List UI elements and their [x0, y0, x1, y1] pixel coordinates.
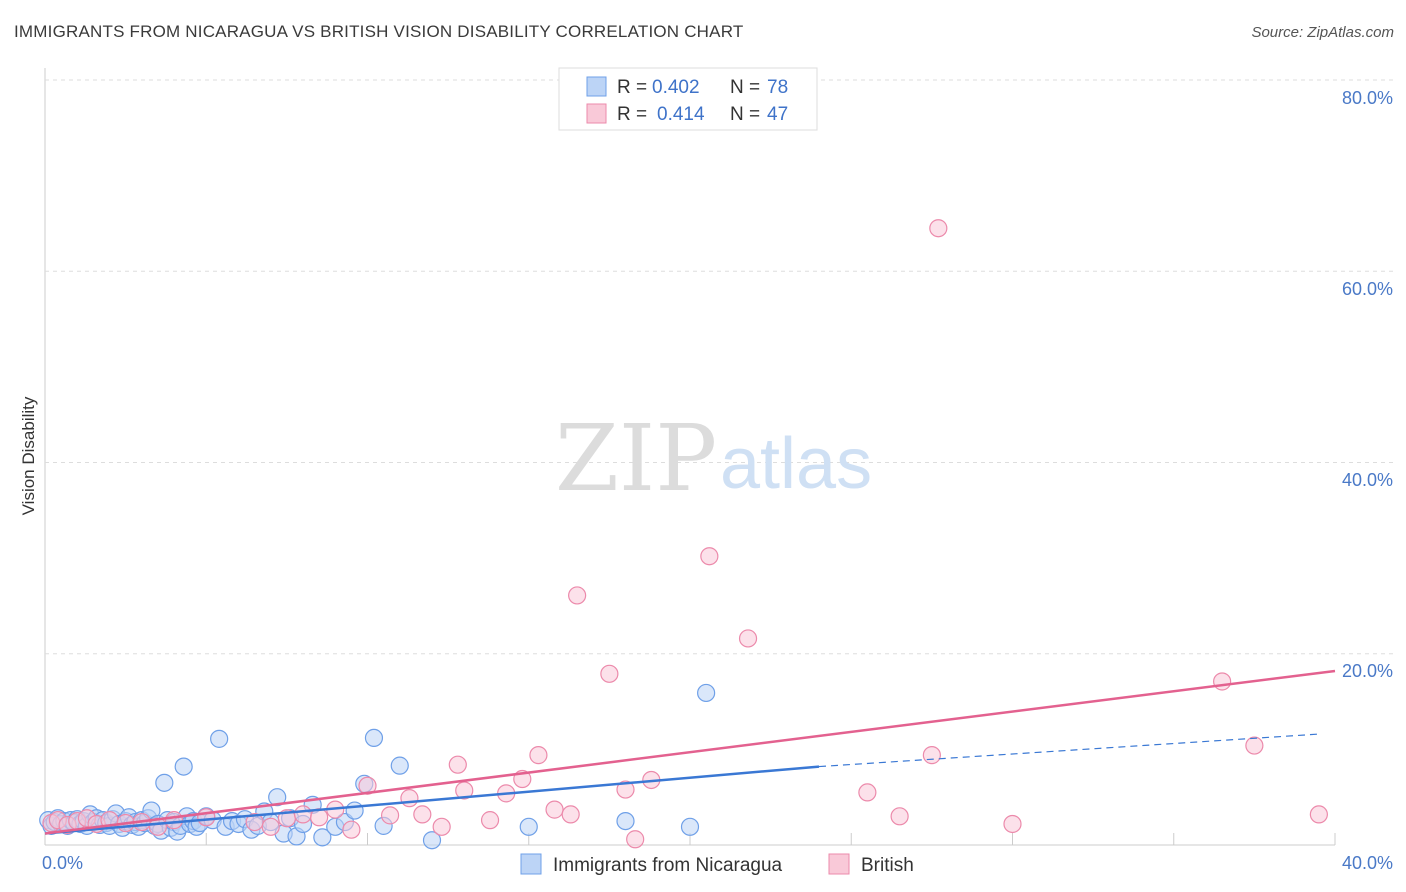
point-nicaragua-72: [390, 756, 409, 775]
x-minor-ticks: [44, 833, 1336, 845]
point-british-30: [545, 800, 564, 819]
point-british-39: [858, 783, 877, 802]
point-british-40: [890, 807, 909, 826]
point-british-13: [261, 817, 280, 836]
legend-r-value-british: 0.414: [657, 104, 705, 125]
point-british-24: [448, 755, 467, 774]
point-nicaragua-70: [364, 728, 384, 748]
chart-source: Source: ZipAtlas.com: [1251, 24, 1394, 41]
trend-line-british: [44, 669, 1336, 835]
point-british-42: [929, 219, 948, 238]
y-tick-label-80: 80.0%: [1342, 88, 1393, 108]
trend-line-nicaragua-extension: [818, 733, 1319, 768]
trend-lines: [44, 669, 1336, 835]
y-tick-label-60: 60.0%: [1342, 279, 1393, 299]
point-british-32: [568, 586, 587, 605]
legend-swatch-british: [586, 103, 607, 124]
point-nicaragua-59: [268, 788, 287, 807]
point-british-33: [600, 664, 619, 683]
point-nicaragua-42: [174, 757, 193, 776]
point-british-10: [164, 811, 184, 830]
point-british-34: [616, 780, 635, 799]
y-tick-label-40: 40.0%: [1342, 470, 1393, 490]
legend-n-value-nicaragua: 78: [767, 77, 788, 98]
point-british-19: [358, 776, 377, 795]
stats-legend: R = 0.402 N = 78 R = 0.414 N = 47: [558, 67, 818, 131]
x-tick-label-max: 40.0%: [1342, 853, 1393, 873]
point-british-15: [293, 805, 313, 824]
y-tick-label-20: 20.0%: [1342, 661, 1393, 681]
point-british-18: [342, 820, 361, 839]
point-british-41: [922, 746, 941, 765]
y-axis-label: Vision Disability: [19, 396, 38, 515]
bottom-legend-label-british: British: [861, 855, 914, 876]
point-nicaragua-50: [210, 729, 229, 748]
point-british-25: [455, 781, 474, 800]
bottom-legend-swatch-british: [828, 853, 850, 875]
trend-line-nicaragua: [44, 765, 820, 835]
point-british-44: [1213, 672, 1232, 691]
gridlines: [45, 79, 1393, 655]
point-nicaragua-77: [697, 683, 716, 703]
point-british-23: [432, 817, 451, 836]
legend-n-value-british: 47: [767, 104, 788, 125]
point-nicaragua-36: [155, 773, 174, 792]
bottom-legend-label-nicaragua: Immigrants from Nicaragua: [553, 855, 783, 876]
point-british-45: [1245, 736, 1264, 755]
point-british-46: [1309, 805, 1328, 824]
point-nicaragua-75: [616, 811, 635, 831]
legend-r-label-british: R =: [617, 104, 647, 125]
point-nicaragua-65: [313, 828, 332, 847]
watermark-atlas: atlas: [720, 424, 872, 504]
legend-swatch-nicaragua: [586, 76, 607, 97]
legend-r-label-nicaragua: R =: [617, 77, 647, 98]
watermark-zip: ZIP: [555, 405, 717, 512]
legend-n-label-nicaragua: N =: [730, 77, 760, 98]
point-nicaragua-76: [680, 817, 700, 836]
point-british-31: [561, 805, 580, 824]
point-nicaragua-74: [519, 817, 538, 836]
series-british-points: [42, 219, 1328, 849]
x-tick-label-min: 0.0%: [42, 853, 83, 873]
bottom-legend-swatch-nicaragua: [520, 853, 542, 875]
point-nicaragua-68: [345, 801, 364, 820]
chart-title: IMMIGRANTS FROM NICARAGUA VS BRITISH VIS…: [14, 22, 744, 41]
point-british-26: [480, 811, 500, 830]
point-british-29: [529, 746, 548, 765]
point-british-22: [413, 805, 432, 824]
point-british-35: [626, 830, 645, 849]
series-legend: Immigrants from Nicaragua British: [520, 853, 914, 876]
point-british-37: [700, 547, 719, 566]
point-nicaragua-73: [422, 831, 442, 850]
point-british-21: [400, 789, 419, 808]
legend-n-label-british: N =: [730, 104, 760, 125]
legend-r-value-nicaragua: 0.402: [652, 77, 700, 98]
point-british-43: [1003, 814, 1022, 834]
point-british-20: [380, 806, 400, 825]
point-british-38: [738, 629, 758, 648]
